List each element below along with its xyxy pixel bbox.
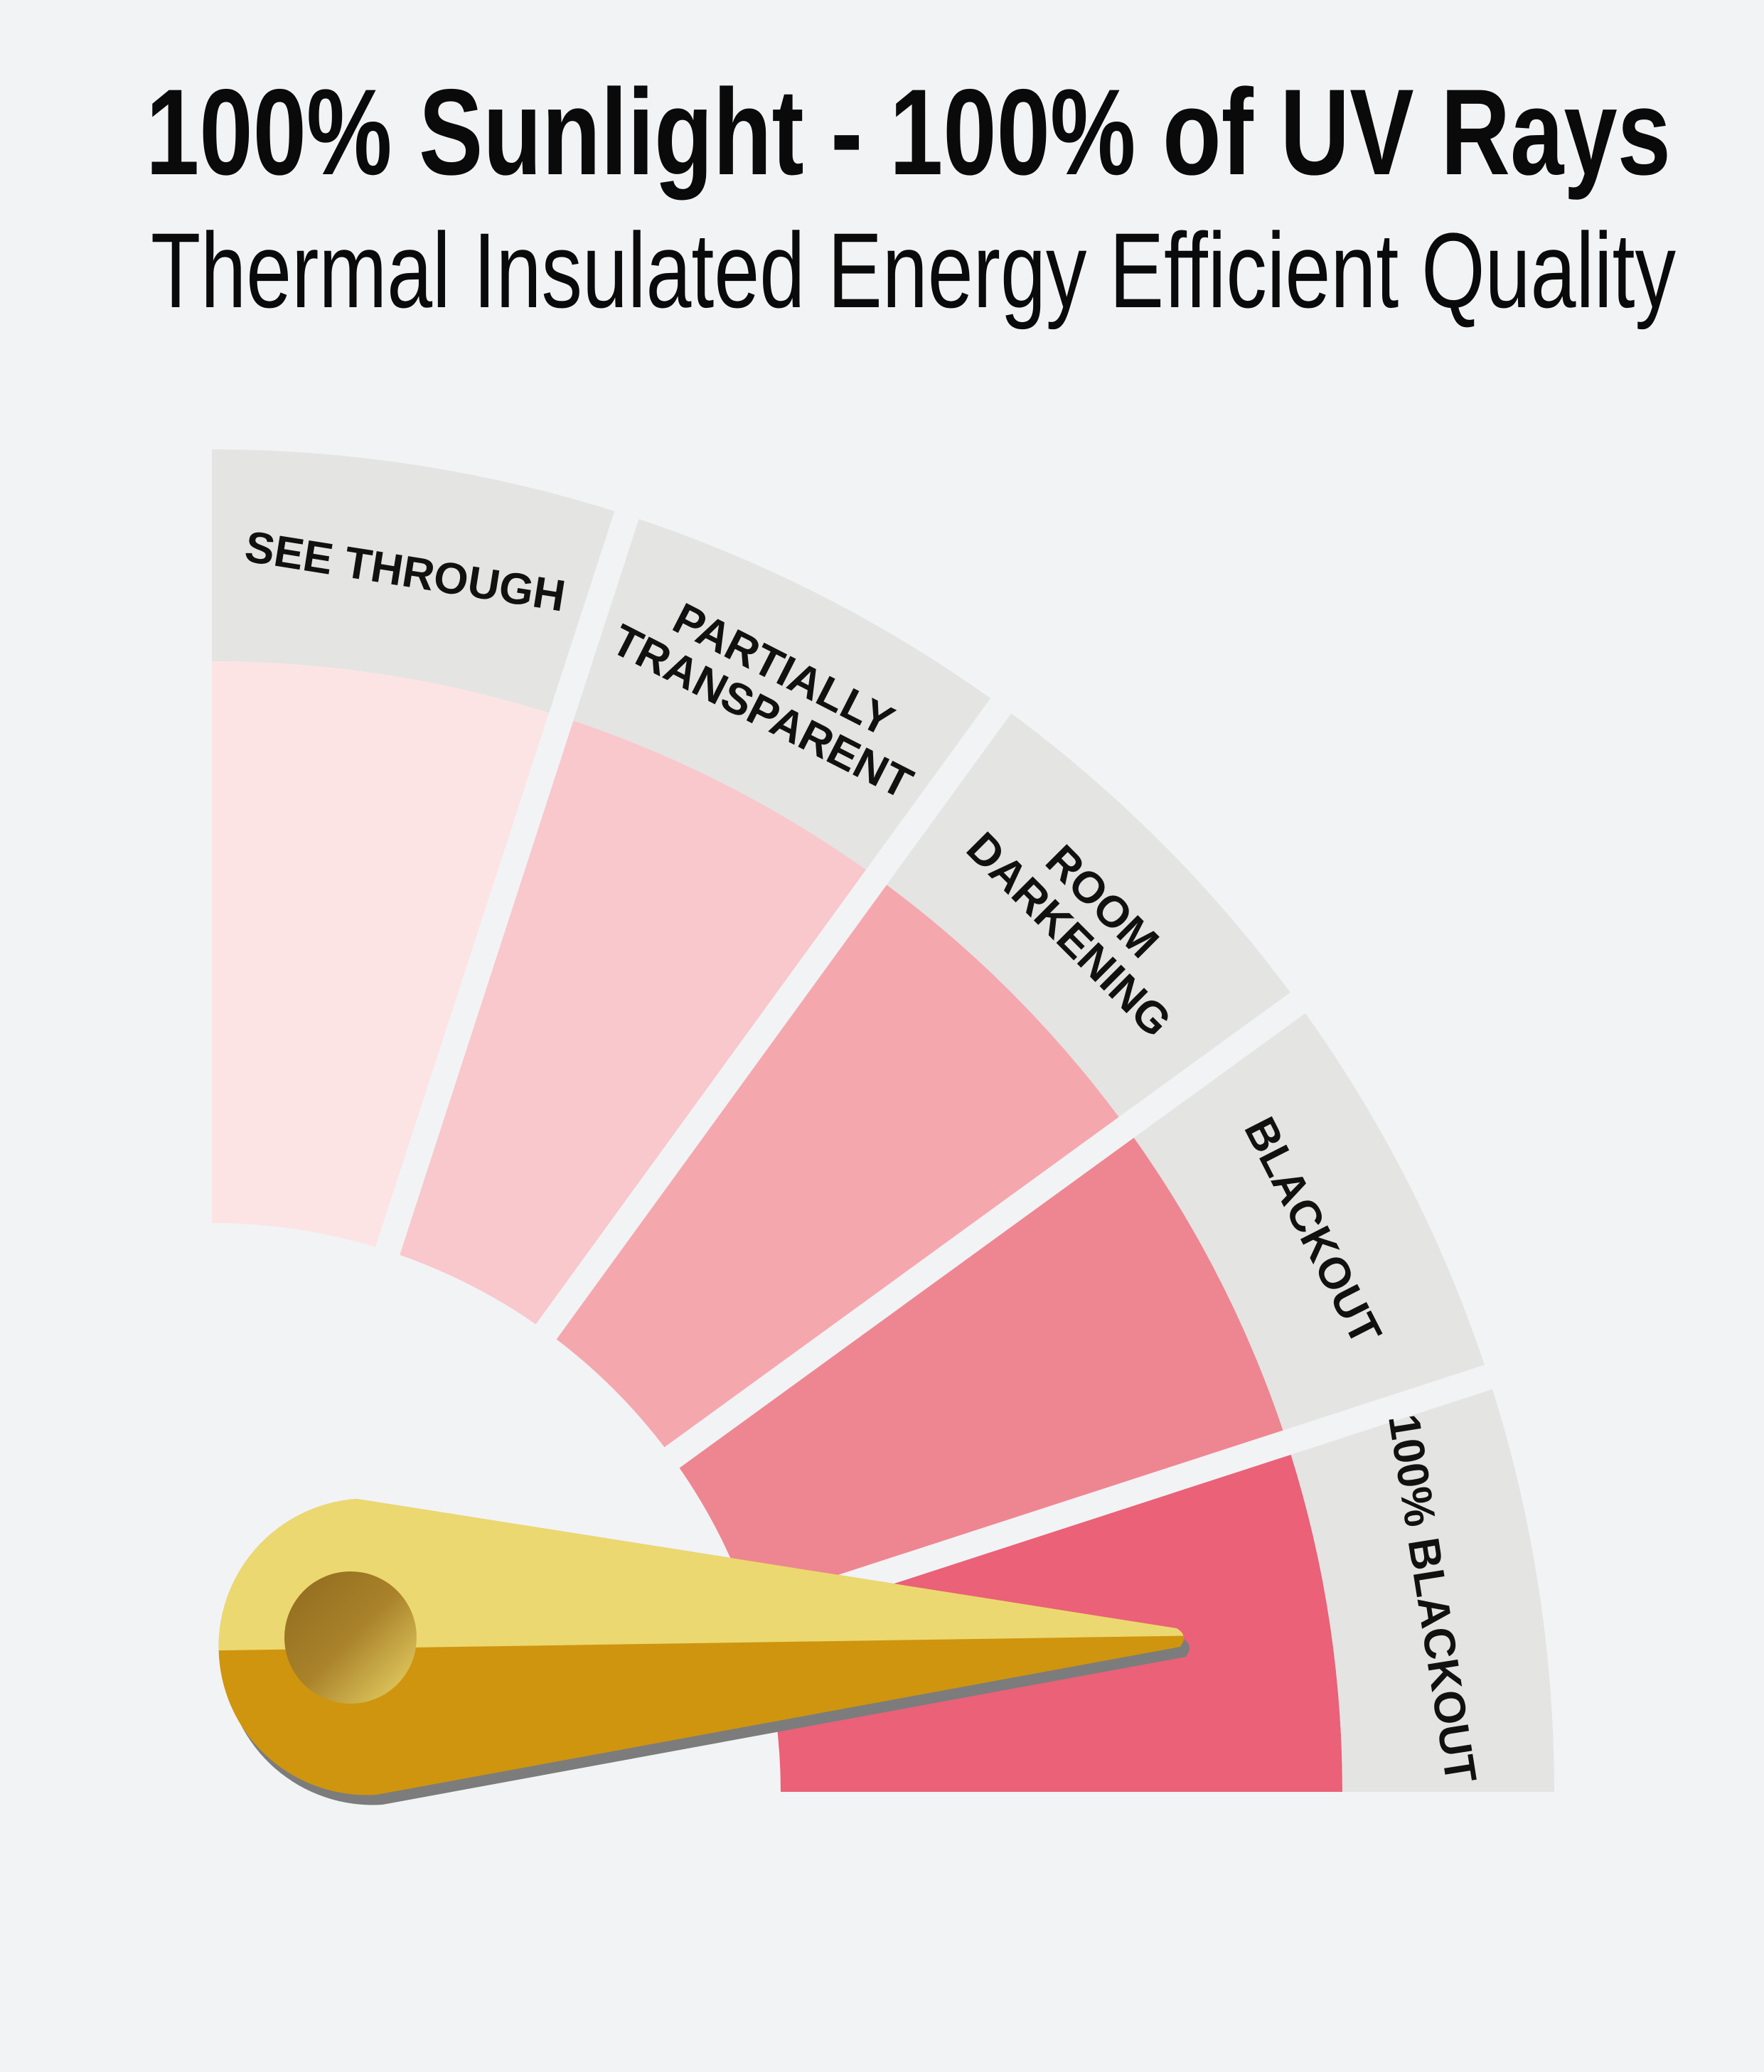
segment-fill <box>556 885 1119 1448</box>
gauge-segment: PARTIALLYTRANSPARENT <box>400 519 991 1325</box>
gauge-segment: ROOMDARKENING <box>556 713 1290 1448</box>
pointer-pivot <box>284 1571 417 1704</box>
gauge-segment: SEE THROUGH <box>212 449 615 1247</box>
page-title: 100% Sunlight - 100% of UV Rays <box>146 64 1671 201</box>
segment-fill <box>400 720 866 1325</box>
segment-fill <box>679 1138 1283 1604</box>
segment-label-band <box>573 519 991 870</box>
page-subtitle: Thermal Insulated Energy Efficient Quali… <box>151 210 1676 330</box>
segment-label-band <box>887 713 1290 1117</box>
gauge-segment: BLACKOUT <box>679 1013 1485 1604</box>
segment-label-band <box>1290 1389 1554 1792</box>
light-gauge: SEE THROUGHPARTIALLYTRANSPARENTROOMDARKE… <box>212 449 1554 1792</box>
segment-fill <box>212 661 550 1247</box>
gauge-pointer <box>218 1499 1190 1805</box>
segment-label-band <box>212 449 615 713</box>
segment-label-band <box>1133 1013 1485 1431</box>
